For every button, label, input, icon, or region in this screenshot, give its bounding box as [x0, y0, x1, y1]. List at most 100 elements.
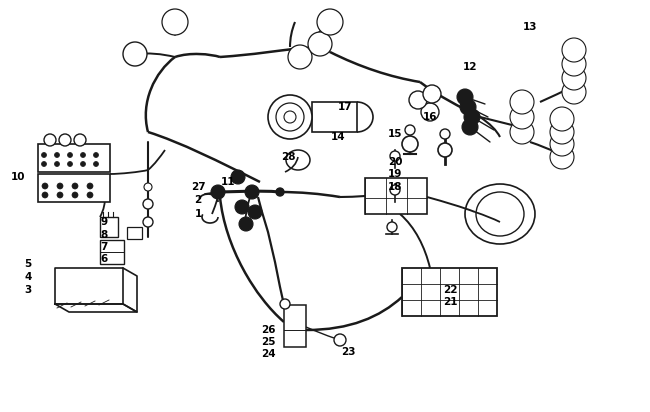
- Circle shape: [42, 152, 47, 157]
- Circle shape: [74, 134, 86, 146]
- Text: 2: 2: [194, 195, 202, 205]
- Circle shape: [312, 36, 328, 52]
- Circle shape: [280, 299, 290, 309]
- Text: 11: 11: [221, 177, 235, 187]
- Circle shape: [143, 217, 153, 227]
- Circle shape: [284, 111, 296, 123]
- Circle shape: [460, 99, 476, 115]
- Circle shape: [562, 66, 586, 90]
- Circle shape: [268, 95, 312, 139]
- Circle shape: [87, 192, 93, 198]
- Text: 8: 8: [100, 230, 108, 240]
- Circle shape: [566, 56, 582, 72]
- Circle shape: [81, 162, 86, 166]
- Circle shape: [144, 183, 152, 191]
- Circle shape: [57, 183, 63, 189]
- Circle shape: [248, 205, 262, 219]
- Circle shape: [94, 162, 99, 166]
- Circle shape: [566, 42, 582, 58]
- Text: 19: 19: [388, 169, 402, 179]
- Circle shape: [321, 13, 339, 31]
- Circle shape: [288, 45, 312, 69]
- Text: 10: 10: [11, 172, 25, 182]
- Bar: [365, 178, 427, 214]
- Text: 6: 6: [100, 254, 108, 264]
- Circle shape: [87, 183, 93, 189]
- Circle shape: [57, 192, 63, 198]
- Text: 18: 18: [388, 182, 402, 192]
- Circle shape: [55, 162, 60, 166]
- Circle shape: [440, 129, 450, 139]
- Bar: [402, 268, 497, 316]
- Circle shape: [308, 32, 332, 56]
- Text: 13: 13: [523, 22, 538, 32]
- Circle shape: [166, 13, 184, 31]
- Circle shape: [235, 200, 249, 214]
- Bar: [38, 144, 110, 172]
- Bar: [100, 217, 118, 237]
- Circle shape: [68, 152, 73, 157]
- Circle shape: [562, 80, 586, 104]
- Text: 24: 24: [261, 349, 276, 359]
- Circle shape: [514, 124, 530, 140]
- Circle shape: [81, 152, 86, 157]
- Circle shape: [462, 119, 478, 135]
- Circle shape: [423, 85, 441, 103]
- Circle shape: [276, 103, 304, 131]
- Circle shape: [510, 120, 534, 144]
- Text: 21: 21: [443, 297, 457, 307]
- Text: 16: 16: [422, 112, 437, 122]
- Circle shape: [554, 149, 570, 165]
- Circle shape: [231, 170, 245, 184]
- Text: 25: 25: [261, 337, 275, 347]
- Circle shape: [239, 217, 253, 231]
- Circle shape: [59, 134, 71, 146]
- Circle shape: [457, 89, 473, 105]
- Circle shape: [426, 88, 438, 100]
- Circle shape: [211, 185, 225, 199]
- Text: 3: 3: [25, 285, 32, 295]
- Bar: [100, 240, 124, 264]
- Circle shape: [162, 9, 188, 35]
- Bar: [38, 174, 110, 202]
- Circle shape: [390, 151, 400, 161]
- Circle shape: [42, 192, 48, 198]
- Circle shape: [550, 145, 574, 169]
- Bar: [312, 102, 357, 132]
- Circle shape: [42, 162, 47, 166]
- Text: 7: 7: [100, 242, 108, 252]
- Circle shape: [412, 94, 424, 106]
- Circle shape: [402, 136, 418, 152]
- Circle shape: [42, 183, 48, 189]
- Circle shape: [566, 84, 582, 100]
- Text: 14: 14: [331, 132, 345, 142]
- Circle shape: [550, 132, 574, 156]
- Circle shape: [317, 9, 343, 35]
- Text: 20: 20: [388, 157, 402, 167]
- Circle shape: [550, 120, 574, 144]
- Circle shape: [409, 91, 427, 109]
- Circle shape: [421, 103, 439, 121]
- Text: 9: 9: [101, 217, 107, 227]
- Text: 15: 15: [388, 129, 402, 139]
- Circle shape: [387, 222, 397, 232]
- Circle shape: [72, 192, 78, 198]
- Circle shape: [55, 152, 60, 157]
- Text: 22: 22: [443, 285, 457, 295]
- Circle shape: [510, 90, 534, 114]
- Circle shape: [562, 52, 586, 76]
- Circle shape: [44, 134, 56, 146]
- Circle shape: [514, 109, 530, 125]
- Circle shape: [438, 143, 452, 157]
- Text: 12: 12: [463, 62, 477, 72]
- Circle shape: [566, 70, 582, 86]
- Circle shape: [72, 183, 78, 189]
- Circle shape: [514, 94, 530, 110]
- Text: 4: 4: [24, 272, 32, 282]
- Circle shape: [123, 42, 147, 66]
- Bar: [284, 305, 306, 347]
- Circle shape: [554, 124, 570, 140]
- Text: 28: 28: [281, 152, 295, 162]
- Circle shape: [464, 109, 480, 125]
- Circle shape: [424, 106, 436, 118]
